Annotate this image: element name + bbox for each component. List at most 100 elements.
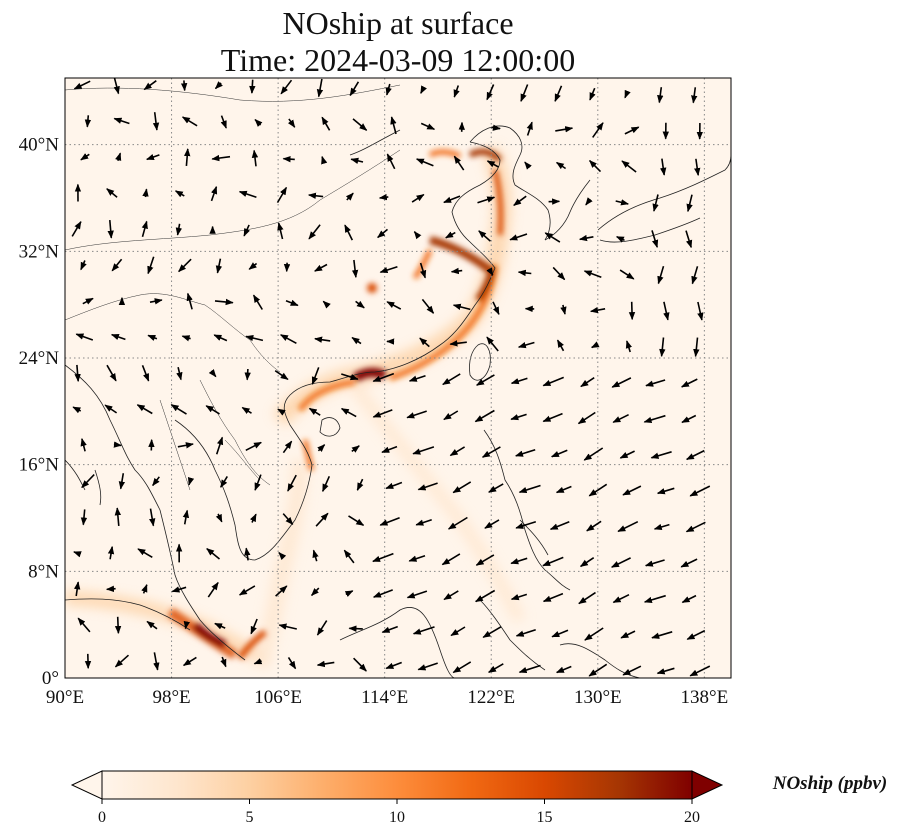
wind-arrow (106, 364, 117, 382)
wind-arrow (417, 662, 438, 671)
wind-arrow (106, 585, 116, 593)
wind-arrow (406, 410, 427, 419)
wind-arrow (659, 337, 666, 357)
wind-arrow (685, 521, 706, 533)
wind-arrow (420, 122, 436, 131)
wind-arrow (680, 378, 698, 388)
wind-arrow (141, 584, 148, 594)
wind-arrow (308, 224, 321, 240)
wind-arrow (152, 112, 160, 131)
wind-arrow (586, 520, 602, 532)
lon-tick-label: 106°E (254, 687, 302, 708)
wind-arrow (415, 519, 432, 526)
wind-arrow (279, 334, 297, 345)
wind-arrow (74, 364, 81, 382)
wind-arrow (146, 620, 158, 630)
wind-arrow (411, 193, 425, 203)
wind-arrow (681, 414, 697, 424)
colorbar-tick-label: 20 (684, 809, 700, 826)
wind-arrow (74, 581, 81, 597)
wind-arrow (143, 80, 157, 91)
wind-arrow (419, 262, 427, 279)
wind-arrow (322, 300, 331, 309)
wind-arrow (77, 617, 91, 633)
wind-arrow (560, 304, 567, 315)
wind-arrow (550, 449, 568, 458)
wind-arrow (685, 230, 693, 249)
wind-arrow (486, 160, 499, 168)
wind-arrow (643, 414, 666, 423)
colorbar-extend-max (691, 770, 724, 800)
wind-arrow (80, 438, 87, 452)
wind-arrow (517, 269, 532, 277)
wind-arrow (353, 657, 367, 672)
latitude-tick-labels: 0° 8°N 16°N 24°N 32°N 40°N (19, 135, 60, 689)
wind-arrow (617, 520, 639, 533)
wind-arrow (351, 336, 362, 345)
wind-arrow (378, 193, 389, 201)
wind-arrow (622, 665, 642, 676)
wind-arrow (386, 301, 402, 310)
wind-arrow (282, 440, 293, 454)
wind-arrow (377, 228, 389, 239)
wind-arrow (147, 334, 158, 341)
wind-arrow (249, 79, 256, 94)
wind-arrow (484, 519, 500, 529)
title-line-2: Time: 2024-03-09 12:00:00 (221, 42, 575, 78)
wind-arrow (75, 333, 94, 341)
wind-arrow (152, 476, 160, 487)
wind-arrow (278, 623, 297, 630)
wind-arrow (245, 334, 264, 342)
wind-arrow (372, 589, 393, 598)
map-panel (65, 78, 731, 678)
wind-arrow (653, 523, 670, 531)
wind-arrow (177, 442, 194, 449)
wind-arrow (147, 256, 155, 275)
wind-arrow (214, 298, 234, 306)
wind-arrow (321, 155, 328, 165)
wind-arrow (372, 552, 394, 563)
wind-arrow (694, 158, 701, 176)
wind-arrow (622, 485, 642, 496)
wind-arrow (510, 413, 527, 421)
colorbar: 0 5 10 15 20 NOship (ppbv) (70, 770, 887, 826)
wind-arrow (178, 258, 192, 273)
wind-arrow (386, 153, 396, 170)
wind-arrow (344, 224, 354, 241)
wind-arrow (244, 368, 251, 381)
wind-arrow (321, 475, 331, 493)
wind-arrow (542, 556, 564, 567)
wind-arrow (171, 586, 187, 593)
colorbar-ticks: 0 5 10 15 20 (98, 799, 700, 826)
wind-arrow (205, 405, 220, 415)
wind-arrow (583, 447, 604, 461)
wind-arrow (311, 367, 320, 385)
wind-arrow (379, 517, 400, 526)
wind-arrow (408, 554, 426, 562)
wind-arrow (248, 262, 258, 270)
wind-arrow (452, 661, 472, 674)
wind-arrow (287, 656, 297, 670)
wind-arrow (372, 372, 395, 383)
wind-arrow (488, 483, 504, 493)
wind-arrow (645, 379, 666, 387)
wind-arrow (612, 413, 629, 424)
wind-arrow (625, 340, 632, 353)
wind-arrow (285, 299, 299, 307)
wind-arrow (624, 126, 640, 135)
wind-arrow (445, 231, 456, 239)
lat-tick-label: 24°N (19, 348, 60, 369)
wind-arrow (343, 549, 355, 564)
wind-arrow (592, 122, 604, 138)
wind-arrow (555, 161, 567, 170)
wind-arrow (652, 194, 659, 212)
wind-arrow (243, 224, 250, 237)
wind-arrow (73, 551, 82, 558)
wind-arrow (482, 626, 502, 638)
wind-arrow (350, 157, 364, 164)
wind-arrow (113, 78, 120, 95)
wind-arrow (441, 553, 461, 566)
wind-arrow (588, 483, 608, 497)
wind-arrow (442, 373, 461, 386)
wind-arrow (526, 121, 533, 136)
